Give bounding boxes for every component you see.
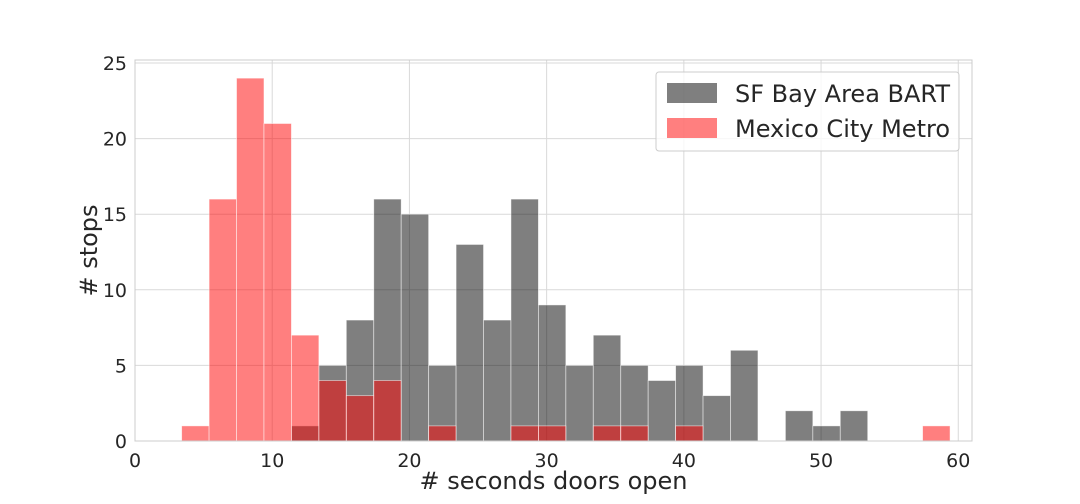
x-tick-label: 0 [129, 450, 141, 472]
tick-labels: 0 10 20 30 40 50 60 0 5 10 15 20 25 [103, 53, 971, 472]
x-tick-label: 20 [397, 450, 421, 472]
y-tick-label: 15 [103, 204, 127, 226]
mexico-city-bar [291, 334, 320, 442]
bart-bar [400, 213, 430, 442]
legend-label-mexico-city: Mexico City Metro [735, 115, 950, 143]
x-tick-label: 50 [809, 450, 833, 472]
histogram-bars [181, 77, 951, 442]
mexico-city-bar [592, 425, 622, 442]
mexico-city-bar [181, 425, 210, 442]
mexico-city-bar [236, 77, 265, 442]
mexico-city-bar [620, 425, 649, 442]
mexico-city-bar [318, 380, 347, 442]
bart-bar [455, 244, 484, 442]
mexico-city-bar [510, 425, 539, 442]
y-tick-label: 10 [103, 280, 127, 302]
x-tick-label: 30 [535, 450, 559, 472]
legend: SF Bay Area BART Mexico City Metro [655, 71, 960, 152]
mexico-city-bar [675, 425, 704, 442]
x-axis-label: # seconds doors open [420, 467, 688, 495]
legend-swatch-mexico-city [667, 118, 717, 138]
mexico-city-bar [208, 198, 237, 442]
mexico-city-bar [373, 380, 402, 442]
legend-swatch-bart [667, 83, 717, 103]
bart-bar [839, 410, 869, 442]
bart-bar [538, 304, 567, 442]
mexico-city-bar [263, 123, 292, 442]
bart-bar [483, 319, 512, 442]
bart-bar [730, 349, 759, 442]
mexico-city-bar [345, 395, 375, 442]
legend-frame [655, 71, 960, 152]
plot-frame [134, 59, 973, 442]
y-tick-label: 25 [103, 53, 127, 75]
mexico-city-bar [538, 425, 567, 442]
x-tick-label: 10 [260, 450, 284, 472]
y-tick-label: 0 [115, 431, 127, 453]
y-tick-label: 5 [115, 355, 127, 377]
bart-bar [812, 425, 841, 442]
y-tick-label: 20 [103, 129, 127, 151]
x-tick-label: 60 [946, 450, 970, 472]
bart-bar [784, 410, 814, 442]
y-axis-label: # stops [75, 204, 103, 296]
mexico-city-bar [428, 425, 457, 442]
bart-bar [565, 365, 594, 442]
legend-label-bart: SF Bay Area BART [735, 80, 950, 108]
bart-bar [592, 334, 622, 442]
bart-bar [702, 395, 731, 442]
bart-bar [510, 198, 539, 442]
mexico-city-bar [922, 425, 951, 442]
x-tick-label: 40 [672, 450, 696, 472]
bart-bar [647, 380, 677, 442]
